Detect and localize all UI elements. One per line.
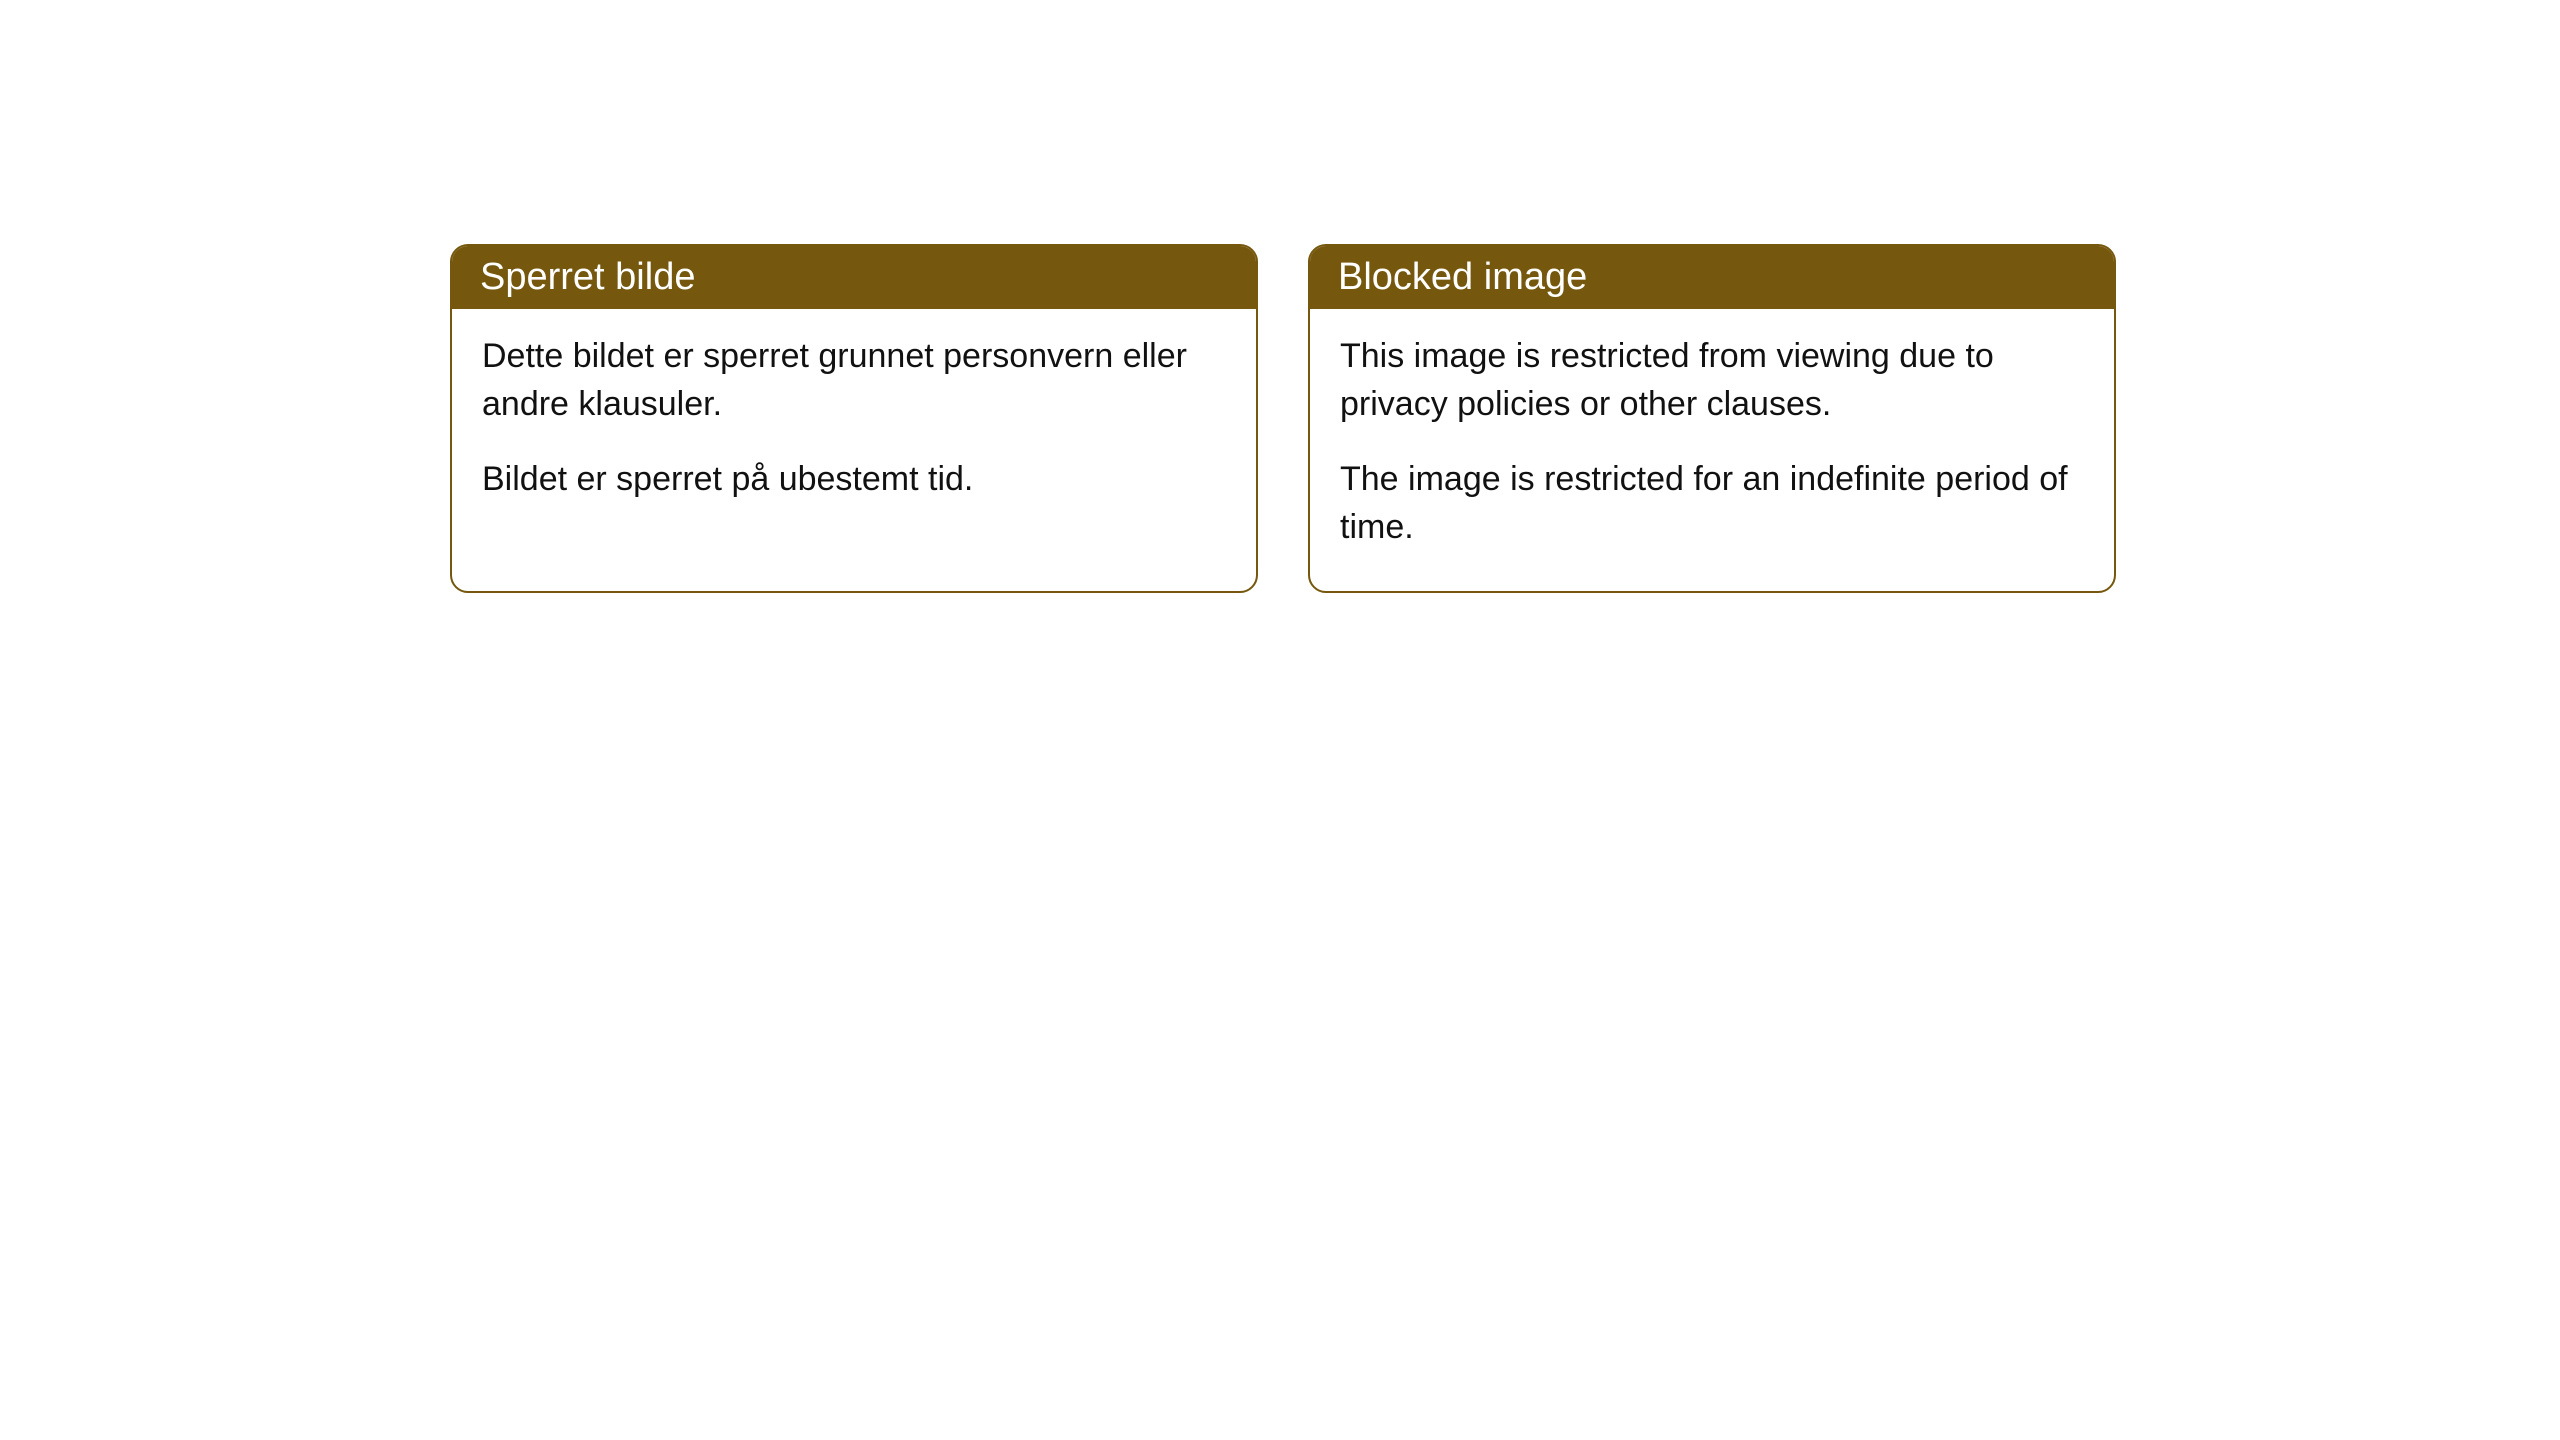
card-norwegian: Sperret bilde Dette bildet er sperret gr… — [450, 244, 1258, 593]
card-header-english: Blocked image — [1310, 246, 2114, 309]
card-paragraph: This image is restricted from viewing du… — [1340, 333, 2084, 428]
card-body-norwegian: Dette bildet er sperret grunnet personve… — [452, 309, 1256, 544]
card-paragraph: Bildet er sperret på ubestemt tid. — [482, 456, 1226, 504]
card-paragraph: The image is restricted for an indefinit… — [1340, 456, 2084, 551]
card-english: Blocked image This image is restricted f… — [1308, 244, 2116, 593]
cards-container: Sperret bilde Dette bildet er sperret gr… — [450, 244, 2116, 593]
card-header-norwegian: Sperret bilde — [452, 246, 1256, 309]
card-paragraph: Dette bildet er sperret grunnet personve… — [482, 333, 1226, 428]
card-body-english: This image is restricted from viewing du… — [1310, 309, 2114, 591]
